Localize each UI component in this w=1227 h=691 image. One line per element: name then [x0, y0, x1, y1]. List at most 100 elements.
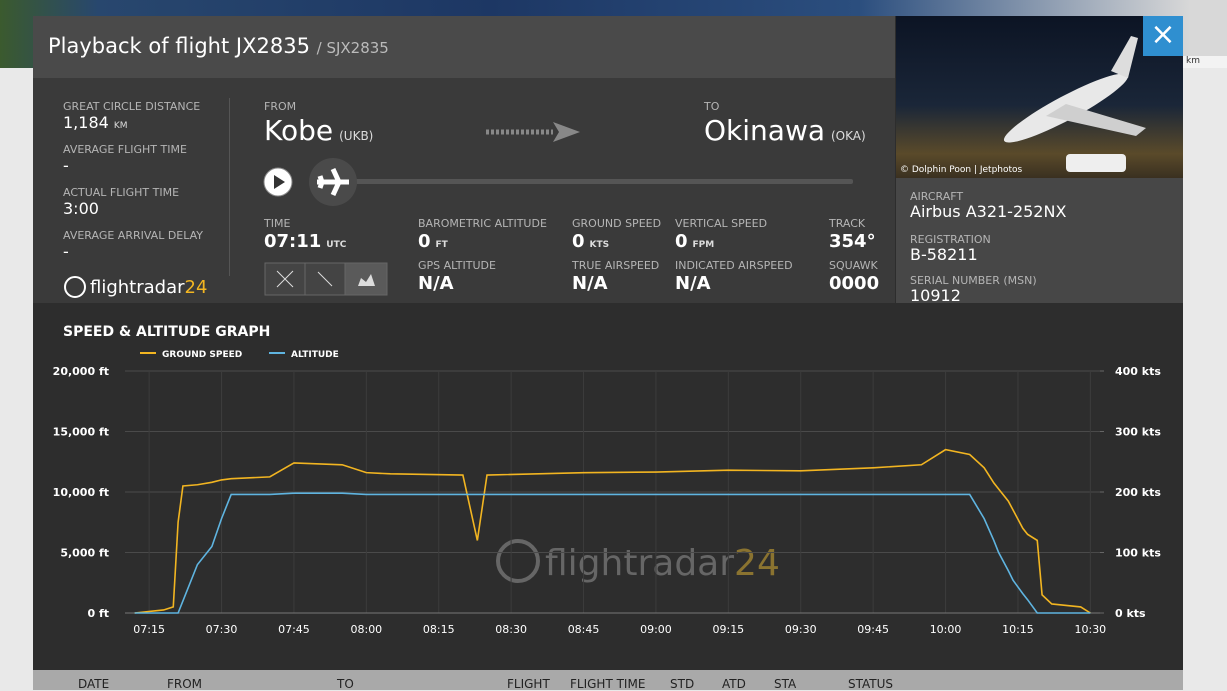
x-tick-label: 09:30	[785, 623, 817, 636]
photo-credit: © Dolphin Poon | Jetphotos	[900, 165, 1023, 175]
playback-value: N/A	[418, 273, 454, 294]
watermark-icon	[496, 539, 540, 583]
playback-track[interactable]	[343, 179, 853, 184]
x-tick-label: 09:00	[640, 623, 672, 636]
table-header-cell: DATE	[78, 677, 110, 691]
playback-label: BAROMETRIC ALTITUDE	[418, 217, 547, 230]
watermark: flightradar24	[545, 543, 780, 584]
y2-tick-label: 300 kts	[1115, 426, 1161, 439]
from-city: Kobe	[264, 114, 334, 147]
stat-value: 3:00	[63, 199, 99, 218]
table-header	[33, 670, 1183, 690]
icon-2	[317, 271, 333, 287]
playback-label: TRUE AIRSPEED	[572, 259, 660, 272]
playback-unit: FPM	[692, 240, 715, 250]
playback-unit: KTS	[589, 240, 610, 250]
logo-name: flightradar	[90, 277, 185, 298]
playback-label: SQUAWK	[829, 259, 878, 272]
playback-label: GPS ALTITUDE	[418, 259, 496, 272]
y-tick-label: 20,000 ft	[53, 365, 109, 378]
watermark-name: flightradar	[545, 543, 734, 584]
playback-value-text: 0	[418, 231, 431, 252]
table-header-cell: TO	[337, 677, 354, 691]
playback-unit: UTC	[326, 240, 347, 250]
y2-tick-label: 200 kts	[1115, 486, 1161, 499]
playback-value-text: N/A	[418, 273, 454, 294]
x-tick-label: 08:00	[350, 623, 382, 636]
aircraft-value: 10912	[910, 286, 961, 305]
playback-value-text: 0	[572, 231, 585, 252]
playback-unit: FT	[435, 240, 448, 250]
playback-value: 0 KTS	[572, 231, 609, 252]
title-text: Playback of flight JX2835	[48, 34, 310, 58]
icon-1	[276, 270, 294, 288]
aircraft-label: REGISTRATION	[910, 233, 991, 246]
x-tick-label: 09:15	[712, 623, 744, 636]
playback-value-text: 07:11	[264, 231, 322, 252]
plane-icon	[317, 167, 349, 197]
chart-title: SPEED & ALTITUDE GRAPH	[63, 324, 270, 340]
stat-label: ACTUAL FLIGHT TIME	[63, 186, 180, 199]
stat-label: GREAT CIRCLE DISTANCE	[63, 100, 201, 113]
info-panel	[33, 78, 895, 303]
table-header-cell: STD	[670, 677, 695, 691]
tail	[1111, 36, 1138, 78]
aircraft-value: Airbus A321-252NX	[910, 202, 1067, 221]
table-header-cell: STA	[774, 677, 797, 691]
table-header-cell: FLIGHT	[507, 677, 550, 691]
playback-value: 354°	[829, 231, 876, 252]
y-tick-label: 0 ft	[87, 607, 109, 620]
x-tick-label: 10:15	[1002, 623, 1034, 636]
playback-value-text: N/A	[675, 273, 711, 294]
playback-value-text: 354°	[829, 231, 876, 252]
playback-value-text: 0	[675, 231, 688, 252]
legend-label: ALTITUDE	[291, 350, 339, 360]
stat-unit: KM	[113, 121, 128, 131]
play-icon	[274, 175, 285, 189]
x-tick-label: 07:30	[206, 623, 238, 636]
x-tick-label: 07:45	[278, 623, 310, 636]
aircraft-label: SERIAL NUMBER (MSN)	[910, 274, 1037, 287]
playback-value: 07:11 UTC	[264, 231, 346, 252]
logo: flightradar24	[90, 277, 207, 298]
playback-value-text: 0000	[829, 273, 880, 294]
close-button[interactable]: ×	[1143, 16, 1183, 56]
from-label: FROM	[264, 100, 297, 113]
aircraft-label: AIRCRAFT	[910, 190, 964, 203]
van	[1066, 154, 1126, 172]
y-tick-label: 15,000 ft	[53, 426, 109, 439]
series-line	[134, 492, 1091, 614]
playback-label: INDICATED AIRSPEED	[675, 259, 793, 272]
legend-label: GROUND SPEED	[162, 350, 242, 360]
table-header-cell: FLIGHT TIME	[570, 677, 646, 691]
to-label: TO	[704, 100, 720, 113]
y-tick-label: 5,000 ft	[60, 547, 109, 560]
stat-label: AVERAGE ARRIVAL DELAY	[63, 229, 204, 242]
y2-tick-label: 0 kts	[1115, 607, 1146, 620]
aircraft-value: B-58211	[910, 245, 978, 264]
stat-value: 1,184	[63, 113, 109, 132]
x-tick-label: 08:45	[568, 623, 600, 636]
x-tick-label: 09:45	[857, 623, 889, 636]
panel: Playback of flight JX2835 / SJX2835 © Do…	[33, 16, 1183, 690]
wing	[1046, 104, 1146, 136]
panel-graphics	[64, 122, 853, 298]
aircraft-panel	[896, 178, 1183, 303]
to-code: (OKA)	[831, 129, 866, 143]
watermark-suffix: 24	[734, 543, 780, 584]
subtitle: / SJX2835	[316, 39, 389, 57]
map-scale-label: km	[1186, 56, 1200, 66]
stat-value: -	[63, 156, 69, 175]
to-city: Okinawa	[704, 114, 825, 147]
x-tick-label: 08:30	[495, 623, 527, 636]
stat-value: -	[63, 242, 69, 261]
x-tick-label: 07:15	[133, 623, 165, 636]
divider	[229, 98, 230, 276]
header: Playback of flight JX2835 / SJX2835	[33, 16, 895, 78]
logo-icon	[64, 276, 86, 298]
playback-value: 0 FT	[418, 231, 448, 252]
view-button-3[interactable]	[344, 262, 388, 296]
playback-label: TIME	[264, 217, 291, 230]
series-line	[134, 448, 1091, 614]
